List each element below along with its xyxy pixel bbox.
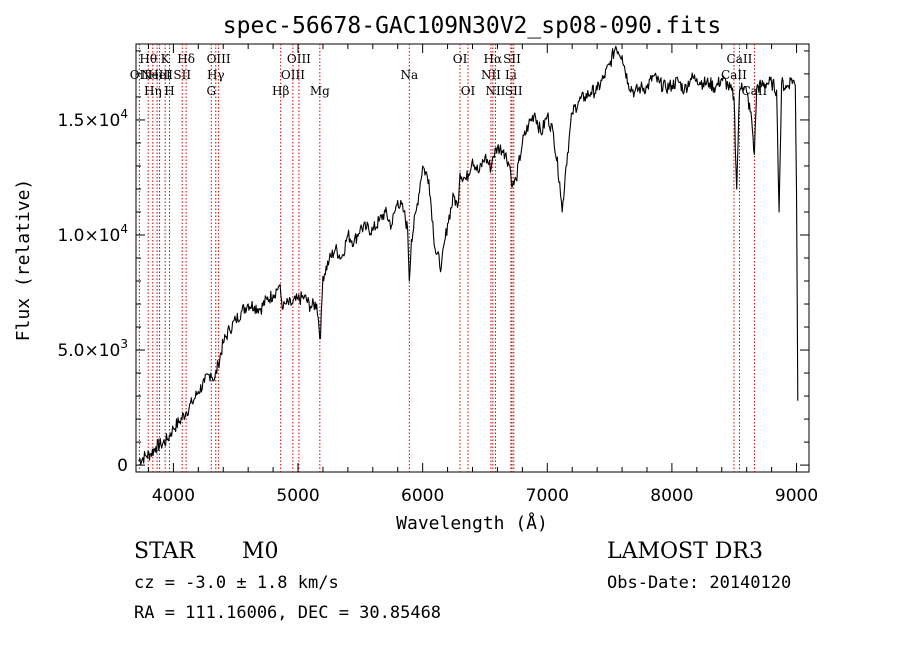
emission-line-label: CaII <box>741 84 767 98</box>
x-tick-label: 5000 <box>276 486 319 506</box>
redshift-readout: cz = -3.0 ± 1.8 km/s <box>134 573 339 593</box>
spectrum-line <box>138 45 799 465</box>
object-class: STAR <box>134 539 195 564</box>
emission-line-label: NII <box>481 68 501 82</box>
emission-line-label: Mg <box>310 84 330 98</box>
y-axis-label: Flux (relative) <box>13 179 34 342</box>
emission-line-label: CaII <box>727 52 753 66</box>
x-tick-label: 9000 <box>775 486 818 506</box>
emission-line-label: OI <box>453 52 468 66</box>
x-axis-label: Wavelength (Å) <box>396 512 548 534</box>
y-tick-label: 5.0×103 <box>57 337 128 361</box>
emission-line-label: Hθ <box>139 52 157 66</box>
emission-line-label: SII <box>503 52 521 66</box>
emission-line-label: H <box>164 84 174 98</box>
y-tick-label: 0 <box>117 456 128 476</box>
emission-line-label: Na <box>400 68 418 82</box>
x-tick-label: 7000 <box>526 486 569 506</box>
emission-line-label: OII <box>130 68 150 82</box>
emission-line-label: OIII <box>281 68 305 82</box>
emission-line-label: Hα <box>484 52 503 66</box>
observation-date: Obs-Date: 20140120 <box>607 573 792 593</box>
object-subclass: M0 <box>242 539 279 564</box>
emission-line-label: K <box>161 52 171 66</box>
x-tick-label: 6000 <box>401 486 444 506</box>
y-axis-ticks: 0 5.0×103 1.0×104 1.5×104 <box>57 50 809 476</box>
x-tick-label: 4000 <box>152 486 195 506</box>
emission-line-label: Li <box>505 68 517 82</box>
chart-title: spec-56678-GAC109N30V2_sp08-090.fits <box>223 13 722 39</box>
emission-line-label: Hγ <box>207 68 225 82</box>
emission-line-label: NeIII <box>141 68 173 82</box>
x-tick-label: 8000 <box>650 486 693 506</box>
emission-line-label: NII <box>485 84 505 98</box>
emission-line-label: Hβ <box>272 84 289 98</box>
emission-line-label: HeI <box>148 68 171 82</box>
emission-line-label: OI <box>461 84 476 98</box>
emission-line-label: Hδ <box>177 52 195 66</box>
emission-line-label: G <box>206 84 216 98</box>
emission-line-label: OIII <box>207 52 231 66</box>
emission-line-markers <box>138 44 755 472</box>
spectrum-chart: spec-56678-GAC109N30V2_sp08-090.fits OII… <box>13 13 818 534</box>
emission-line-label: Hη <box>144 84 162 98</box>
y-tick-label: 1.0×104 <box>57 222 128 246</box>
plot-frame <box>135 43 810 473</box>
emission-line-label: OIII <box>287 52 311 66</box>
y-tick-label: 1.5×104 <box>57 107 128 131</box>
coordinates-readout: RA = 111.16006, DEC = 30.85468 <box>134 603 442 623</box>
survey-name: LAMOST DR3 <box>607 539 763 564</box>
emission-line-label: SII <box>505 84 523 98</box>
x-axis-ticks: 4000 5000 6000 7000 8000 9000 <box>147 44 818 506</box>
emission-line-label: SII <box>173 68 191 82</box>
emission-line-label: CaII <box>721 68 747 82</box>
